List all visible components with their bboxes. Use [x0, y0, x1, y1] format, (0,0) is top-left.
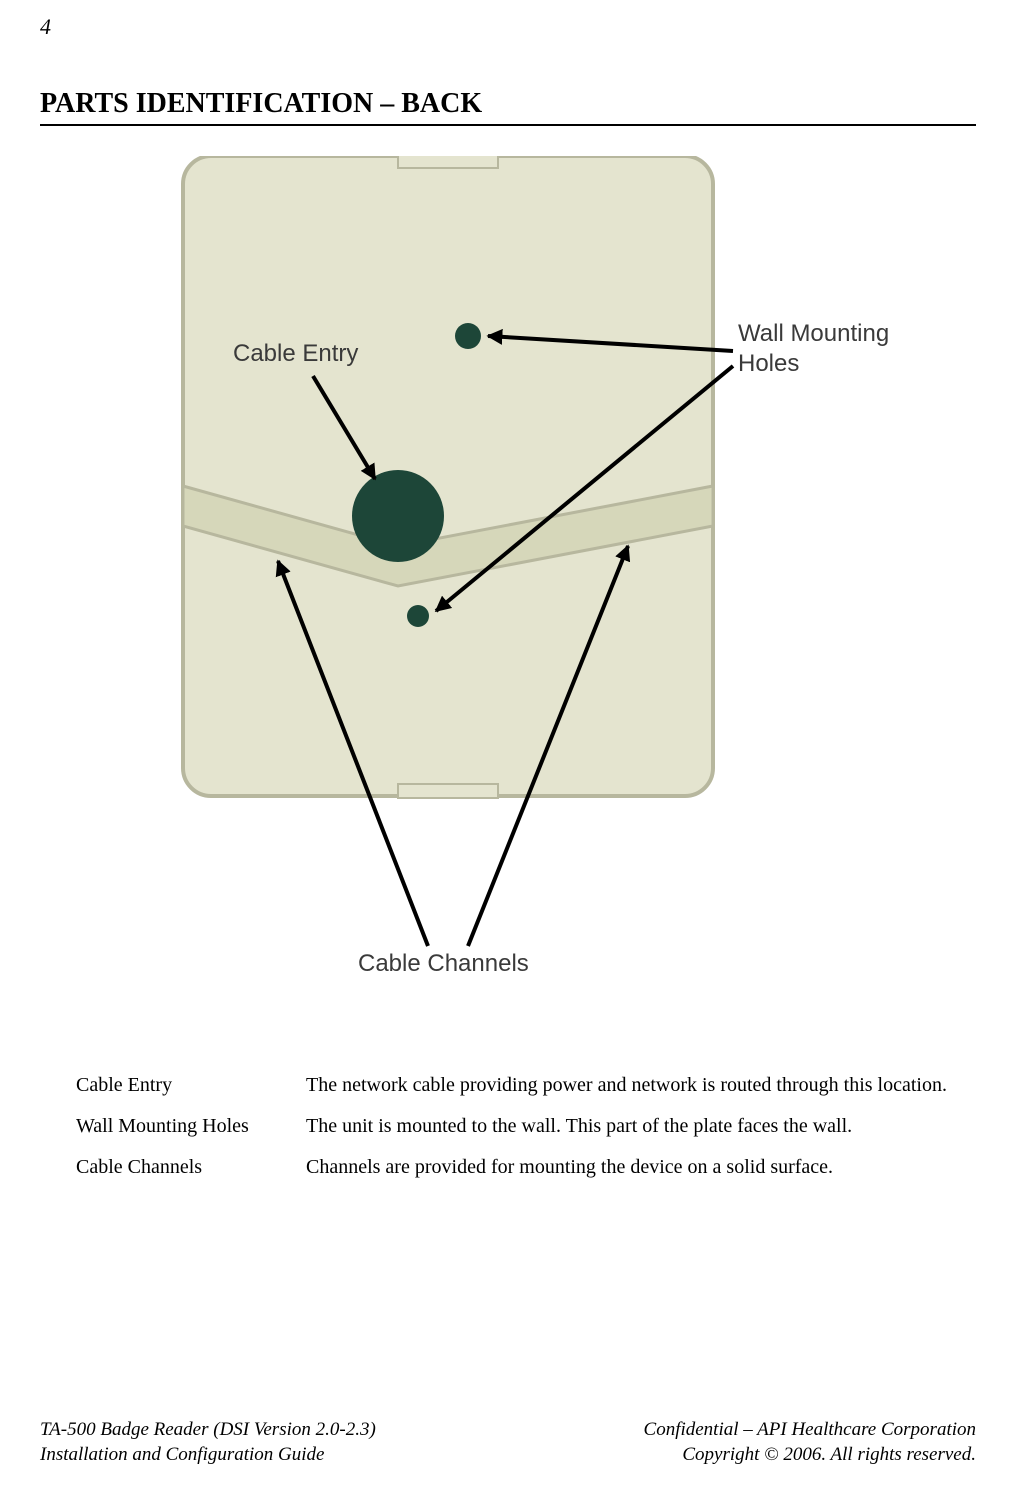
page-footer: TA-500 Badge Reader (DSI Version 2.0-2.3… — [40, 1417, 976, 1468]
footer-right-line-1: Confidential – API Healthcare Corporatio… — [644, 1419, 976, 1440]
footer-right-line-2: Copyright © 2006. All rights reserved. — [682, 1444, 976, 1465]
table-row: Wall Mounting HolesThe unit is mounted t… — [76, 1115, 947, 1138]
parts-diagram: Cable Entry Wall Mounting Holes Cable Chann… — [98, 156, 918, 986]
footer-left-line-1: TA-500 Badge Reader (DSI Version 2.0-2.3… — [40, 1419, 376, 1440]
svg-text:Cable Channels: Cable Channels — [358, 950, 529, 977]
page-number: 4 — [40, 14, 51, 40]
svg-text:Wall Mounting: Wall Mounting — [738, 320, 889, 347]
definition-desc: The network cable providing power and ne… — [306, 1074, 947, 1097]
definition-desc: The unit is mounted to the wall. This pa… — [306, 1115, 947, 1138]
table-row: Cable EntryThe network cable providing p… — [76, 1074, 947, 1097]
footer-left: TA-500 Badge Reader (DSI Version 2.0-2.3… — [40, 1417, 376, 1468]
table-row: Cable ChannelsChannels are provided for … — [76, 1156, 947, 1179]
section-title: PARTS IDENTIFICATION – BACK — [40, 88, 976, 126]
definitions-table: Cable EntryThe network cable providing p… — [76, 1056, 947, 1197]
svg-text:Holes: Holes — [738, 350, 799, 377]
definition-desc: Channels are provided for mounting the d… — [306, 1156, 947, 1179]
footer-right: Confidential – API Healthcare Corporatio… — [644, 1417, 976, 1468]
definition-term: Cable Channels — [76, 1156, 306, 1179]
definition-term: Wall Mounting Holes — [76, 1115, 306, 1138]
svg-text:Cable Entry: Cable Entry — [233, 340, 358, 367]
page-content: PARTS IDENTIFICATION – BACK Cable Entry W… — [40, 88, 976, 1197]
diagram-container: Cable Entry Wall Mounting Holes Cable Chann… — [40, 156, 976, 986]
definition-term: Cable Entry — [76, 1074, 306, 1097]
footer-left-line-2: Installation and Configuration Guide — [40, 1444, 324, 1465]
